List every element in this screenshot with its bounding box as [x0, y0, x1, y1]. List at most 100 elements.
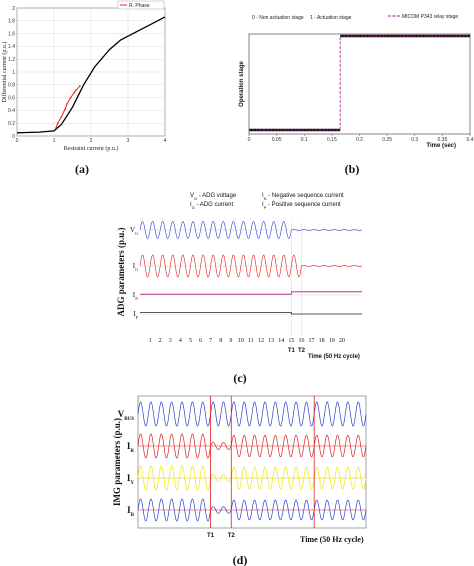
panel-a-xtick-label: 1	[53, 138, 56, 144]
panel-b-annotation-0: 0 - Non actuation stage	[252, 15, 304, 21]
panel-b-xlabel: Time (sec)	[426, 143, 456, 149]
panel-a-r-phase-point	[75, 89, 77, 91]
panel-c-signal-label: IG	[133, 262, 138, 272]
panel-d-signal-label: IR	[127, 441, 135, 454]
panel-c-series-VG	[139, 221, 363, 239]
panel-d-series-VBUS	[137, 401, 367, 427]
panel-c-signal-label: IP	[133, 310, 138, 320]
panel-a-ytick-label: 2	[12, 6, 15, 12]
panel-b-ylabel: Operation stage	[239, 61, 245, 107]
panel-c-xtick-label: 11	[248, 338, 254, 344]
panel-c-xlabel: Time (50 Hz cycle)	[308, 354, 360, 360]
panel-d: VBUS IR IY IB T1 T2 Time (50 Hz cycle) IMG p…	[112, 395, 367, 566]
panel-c-xtick-label: 16	[298, 338, 304, 344]
panel-c-xtick-label: 17	[309, 338, 315, 344]
panel-a-ytick-label: 1.2	[8, 57, 15, 63]
panel-a-r-phase-point	[56, 122, 59, 124]
panel-c-xtick-label: 18	[319, 338, 325, 344]
panel-c-xtick-label: 19	[329, 338, 335, 344]
panel-a-xtick-label: 3	[127, 138, 130, 144]
panel-b-series	[249, 34, 470, 132]
panel-a-ytick-label: 1	[12, 70, 15, 76]
panel-c-xtick-label: 6	[199, 338, 202, 344]
panel-a-r-phase-point	[73, 91, 76, 94]
panel-b-xtick-label: 0.3	[411, 137, 418, 143]
panel-b-annotation-1: 1 - Actuation stage	[310, 15, 352, 21]
panel-c-xtick-label: 15	[288, 338, 294, 344]
panel-a-characteristic-line	[16, 16, 166, 134]
panel-a-ytick-label: 0.4	[8, 108, 15, 114]
panel-b-legend: MICOM P343 relay stage	[388, 14, 458, 20]
panel-c-series	[139, 221, 363, 315]
panel-a-series	[16, 16, 166, 134]
panel-c-xtick-label: 2	[159, 338, 162, 344]
panel-c-xtick-label: 8	[219, 338, 222, 344]
panel-d-series	[137, 401, 367, 522]
panel-b-xtick-label: 0.1	[301, 137, 308, 143]
panel-b-xtick-label: 0.4	[467, 137, 474, 143]
panel-c-marker-label: T1	[288, 348, 296, 354]
panel-b-plot-frame	[248, 33, 471, 135]
legend-label-micom: MICOM P343 relay stage	[402, 14, 458, 20]
panel-b-xtick-label: 0.35	[438, 137, 448, 143]
panel-d-signal-label: IB	[127, 505, 135, 518]
panel-d-markers: T1 T2	[207, 396, 315, 539]
panel-c-signal-labels: VG IG IN IP	[130, 226, 139, 320]
panel-b-xtick-label: 0.2	[356, 137, 363, 143]
caption-b: (b)	[345, 162, 360, 176]
panel-c-signal-label: IN	[133, 291, 138, 301]
panel-a-legend: R. Phase	[117, 0, 165, 10]
panel-a-r-phase-point	[66, 103, 68, 105]
panel-a-xtick-label: 2	[90, 138, 93, 144]
panel-a-ytick-label: 1.4	[8, 44, 15, 50]
caption-d: (d)	[233, 553, 248, 566]
panel-a-xlabel: Restraint current (p.u.)	[64, 145, 119, 152]
panel-a-r-phase-point	[79, 85, 81, 87]
panel-d-xlabel: Time (50 Hz cycle)	[300, 535, 364, 544]
panel-c-series-IG	[139, 254, 363, 278]
panel-d-plot-frame	[137, 395, 367, 529]
panel-b-xtick-label: 0.15	[327, 137, 337, 143]
panel-c-legend-entry: VG - ADG voltage	[190, 193, 237, 201]
panel-d-signal-label: IY	[127, 473, 135, 486]
panel-a-r-phase-point	[60, 116, 63, 118]
panel-c-signal-label: VG	[130, 226, 138, 236]
panel-a-ytick-label: 0.6	[8, 95, 15, 101]
panel-a-xtick-label: 0	[16, 138, 19, 144]
panel-a-ytick-label: 1.8	[8, 19, 15, 25]
panel-c-xtick-label: 12	[258, 338, 264, 344]
panel-d-series-IY	[137, 465, 367, 491]
panel-a-ytick-label: 1.6	[8, 31, 15, 37]
panel-c-ylabel: ADG parameters (p.u.)	[116, 228, 126, 317]
panel-c-xtick-label: 3	[169, 338, 172, 344]
panel-c-xtick-label: 7	[209, 338, 212, 344]
panel-c-legend: VG - ADG voltage IN - Negative sequence c…	[190, 193, 344, 210]
panel-c-xtick-label: 13	[268, 338, 274, 344]
panel-d-marker-label: T2	[228, 533, 236, 539]
panel-a: 0 1 2 3 4 0 0.2 0.4 0.6 0.8 1 1.2 1.4 1.6 1.8 2 R. Phas…	[1, 0, 167, 176]
panel-a-ytick-label: 0	[12, 134, 15, 140]
panel-b: 0 0.05 0.1 0.15 0.2 0.25 0.3 0.35 0.4 0 - Non ac…	[239, 14, 474, 176]
panel-a-grid	[16, 7, 166, 137]
panel-a-r-phase-point	[69, 96, 72, 99]
panel-b-ticks: 0 0.05 0.1 0.15 0.2 0.25 0.3 0.35 0.4	[248, 134, 474, 143]
panel-c-xtick-label: 9	[229, 338, 232, 344]
panel-d-series-IR	[137, 433, 367, 459]
panel-a-ytick-label: 0.2	[8, 121, 15, 127]
panel-a-ylabel: Differential current (p.u.)	[1, 42, 8, 103]
panel-c-legend-entry: IP - Positive sequence current	[262, 202, 341, 210]
panel-b-xtick-label: 0.05	[272, 137, 282, 143]
caption-c: (c)	[233, 371, 246, 385]
panel-d-signal-labels: VBUS IR IY IB	[118, 409, 135, 518]
panel-d-ylabel: IMG parameters (p.u.)	[112, 418, 122, 506]
panel-b-xtick-label: 0.25	[382, 137, 392, 143]
panel-a-ticks: 0 1 2 3 4 0 0.2 0.4 0.6 0.8 1 1.2 1.4 1.6 1.8 2	[8, 6, 167, 144]
panel-d-marker-label: T1	[207, 533, 215, 539]
panel-c-series-IP	[140, 312, 362, 315]
panel-c-xtick-label: 20	[339, 338, 345, 344]
panel-a-r-phase-point	[64, 108, 66, 110]
panel-a-xtick-label: 4	[164, 138, 167, 144]
panel-c-legend-entry: IG - ADG current	[190, 202, 233, 210]
